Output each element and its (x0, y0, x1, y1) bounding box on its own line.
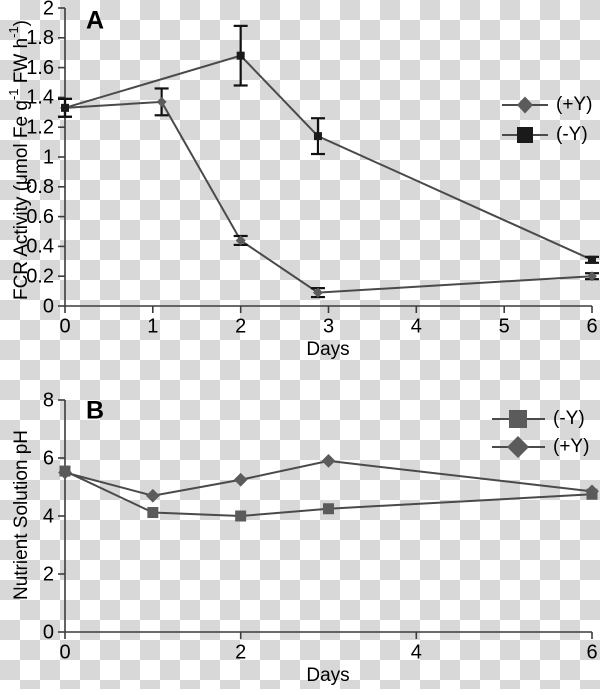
panel-a-ylabel-part3: ) (11, 20, 32, 26)
panel-a-ytick-0: 2 (43, 0, 54, 19)
data-point-diamond[interactable] (321, 454, 336, 468)
panel-a-ytick-3: 1.4 (26, 87, 54, 109)
panel-a-ytick-5: 1 (43, 146, 54, 168)
panel-b-ytick-3: 2 (43, 563, 54, 585)
panel-b-ylabel-text: Nutrient Solution pH (11, 430, 32, 600)
panel-a-xtick-3: 3 (323, 315, 334, 337)
series-line (64, 54, 593, 261)
panel-b-x-ticks (64, 632, 593, 639)
panel-b-legend-label-0: (-Y) (553, 408, 585, 429)
data-point-diamond[interactable] (585, 484, 599, 499)
panel-a-x-axis-title: Days (306, 339, 349, 360)
panel-a-ytick-9: 0.2 (26, 265, 54, 287)
panel-b-y-tick-labels: 8 6 4 2 0 (43, 389, 54, 643)
panel-a-ytick-8: 0.4 (26, 236, 54, 258)
data-point-diamond[interactable] (235, 235, 246, 246)
panel-a-ytick-2: 1.6 (26, 57, 54, 79)
series-line (64, 100, 593, 294)
panel-b-legend: (-Y) (+Y) (492, 408, 589, 458)
panel-b-ytick-4: 0 (43, 621, 54, 643)
data-point-square[interactable] (147, 507, 159, 519)
data-point-square[interactable] (588, 255, 596, 264)
panel-b-xtick-1: 2 (235, 641, 246, 663)
panel-a-ytick-1: 1.8 (26, 27, 54, 49)
panel-a-ytick-4: 1.2 (26, 116, 54, 138)
panel-b-ytick-2: 4 (43, 505, 54, 527)
data-point-square[interactable] (236, 51, 245, 60)
panel-a-ytick-10: 0 (43, 295, 54, 317)
panel-b-xtick-3: 6 (586, 641, 597, 663)
series-minusY (59, 465, 598, 522)
data-point-diamond[interactable] (156, 96, 167, 107)
panel-a-x-tick-labels: 0 1 2 3 4 5 6 (59, 315, 597, 337)
panel-a-xtick-2: 2 (235, 315, 246, 337)
panel-b-x-tick-labels: 0 2 4 6 (59, 641, 597, 663)
data-point-diamond[interactable] (233, 472, 248, 487)
panel-b-xtick-0: 0 (59, 641, 70, 663)
panel-a-legend-item-plusY[interactable]: (+Y) (502, 94, 592, 115)
panel-b-ytick-1: 6 (43, 447, 54, 469)
panel-a-letter: A (86, 7, 104, 35)
data-point-diamond[interactable] (312, 287, 323, 298)
data-point-diamond[interactable] (587, 271, 597, 282)
panel-a-y-tick-labels: 2 1.8 1.6 1.4 1.2 1 0.8 0.6 0.4 0.2 0 (26, 0, 54, 317)
panel-b-y-axis-title: Nutrient Solution pH (11, 430, 32, 600)
panel-a-xtick-6: 6 (586, 315, 597, 337)
panel-a-ylabel-part1: FCR Activity (μmol Fe g (11, 100, 32, 300)
panel-b-legend-item-plusY[interactable]: (+Y) (492, 436, 589, 458)
svg-text:FCR Activity (μmol Fe g-1 FW h: FCR Activity (μmol Fe g-1 FW h-1) (6, 20, 32, 300)
panel-b-legend-item-minusY[interactable]: (-Y) (492, 408, 585, 429)
square-icon (517, 127, 533, 143)
panel-a: FCR Activity (μmol Fe g-1 FW h-1) A (6, 0, 599, 360)
data-point-square[interactable] (313, 132, 322, 141)
panel-a-legend: (+Y) (-Y) (502, 94, 592, 145)
data-point-square[interactable] (235, 510, 247, 522)
panel-a-y-ticks (58, 7, 65, 307)
panel-b-legend-label-1: (+Y) (553, 436, 589, 457)
data-point-diamond[interactable] (145, 488, 160, 503)
panel-a-xtick-1: 1 (147, 315, 158, 337)
panel-a-xtick-4: 4 (411, 315, 422, 337)
panel-b: Nutrient Solution pH B 8 6 4 2 0 (11, 389, 599, 686)
panel-a-y-axis-title: FCR Activity (μmol Fe g-1 FW h-1) (6, 20, 32, 300)
panel-b-xtick-2: 4 (411, 641, 422, 663)
panel-a-ylabel-part2: FW h (11, 38, 32, 89)
panel-a-xtick-5: 5 (499, 315, 510, 337)
panel-a-legend-label-0: (+Y) (556, 94, 592, 115)
panel-a-xtick-0: 0 (59, 315, 70, 337)
data-point-diamond[interactable] (58, 465, 72, 480)
panel-b-data-layer (58, 454, 599, 522)
panel-a-x-ticks (64, 306, 593, 313)
panel-a-ylabel-sup1: -1 (6, 89, 21, 101)
diamond-icon (517, 96, 533, 114)
panel-b-ytick-0: 8 (43, 389, 54, 411)
panel-a-ylabel-sup2: -1 (6, 26, 21, 38)
series-Y (58, 454, 599, 503)
data-point-square[interactable] (61, 103, 69, 112)
panel-b-y-ticks (58, 399, 65, 633)
panel-a-ytick-7: 0.6 (26, 206, 54, 228)
panel-a-legend-label-1: (-Y) (556, 124, 588, 145)
data-point-square[interactable] (323, 503, 334, 515)
diamond-icon (507, 436, 529, 458)
series-Y (58, 87, 599, 299)
panel-b-letter: B (86, 397, 104, 425)
square-icon (509, 410, 527, 428)
panel-a-data-layer (58, 24, 599, 299)
panel-a-ytick-6: 0.8 (26, 176, 54, 198)
panel-b-x-axis-title: Days (306, 665, 349, 686)
panel-a-legend-item-minusY[interactable]: (-Y) (502, 124, 588, 145)
series-minusY (58, 24, 599, 264)
